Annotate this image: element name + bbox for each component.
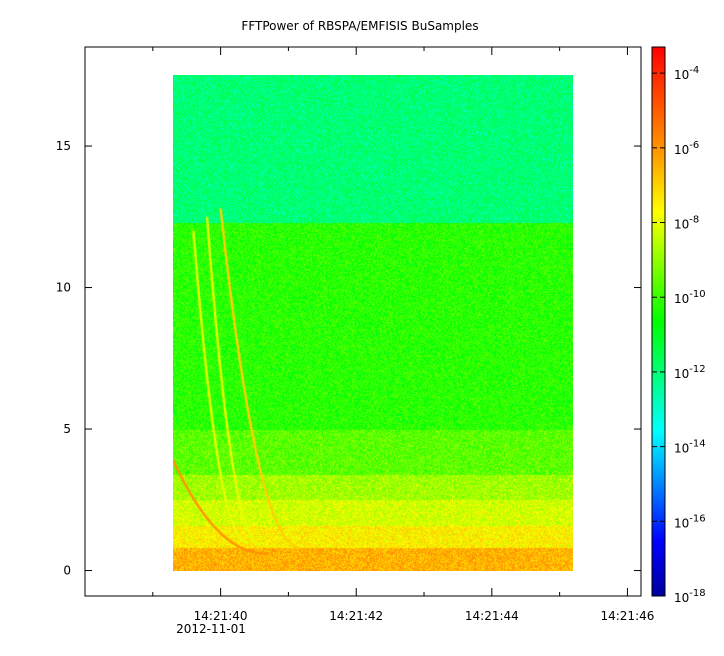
colorbar-axis: 10-4 10-6 10-8 10-10 10-12 10-14 10-16 10-18 [652, 65, 706, 605]
y-tick-label: 15 [56, 139, 71, 153]
spectrogram-raster [173, 75, 573, 571]
plot-frame [84, 46, 642, 597]
spectrogram-image [173, 75, 573, 571]
colorbar-tick-label: 10-12 [674, 364, 706, 381]
colorbar-tick-label: 10-8 [674, 215, 699, 232]
colorbar-tick-label: 10-4 [674, 65, 699, 82]
x-tick-label: 14:21:46 [600, 609, 654, 623]
x-axis: 14:21:40 14:21:42 14:21:44 14:21:46 [152, 47, 654, 623]
y-tick-label: 0 [63, 564, 71, 578]
colorbar [651, 46, 666, 597]
y-axis: 0 5 10 15 [56, 139, 641, 578]
colorbar-tick-label: 10-18 [674, 588, 706, 605]
y-tick-label: 5 [63, 422, 71, 436]
colorbar-tick-label: 10-16 [674, 513, 706, 530]
colorbar-tick-label: 10-6 [674, 140, 699, 157]
y-tick-label: 10 [56, 281, 71, 295]
x-tick-label: 14:21:44 [465, 609, 519, 623]
x-tick-label: 14:21:42 [329, 609, 383, 623]
x-tick-label: 14:21:40 [194, 609, 248, 623]
colorbar-tick-label: 10-14 [674, 439, 706, 456]
colorbar-tick-label: 10-10 [674, 289, 706, 306]
chart-title: FFTPower of RBSPA/EMFISIS BuSamples [241, 19, 478, 33]
x-date-label: 2012-11-01 [176, 622, 246, 636]
